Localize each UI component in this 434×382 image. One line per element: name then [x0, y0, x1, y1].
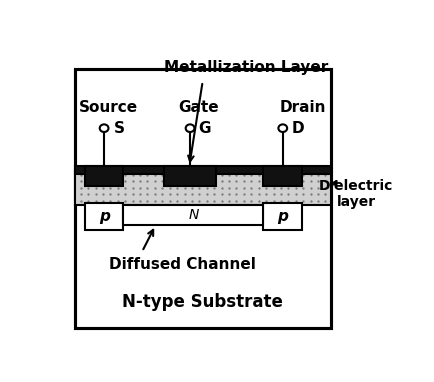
Text: G: G	[198, 121, 210, 136]
Bar	[164, 167, 216, 186]
Text: S: S	[114, 121, 125, 136]
Text: p: p	[277, 209, 288, 224]
Bar	[123, 205, 263, 225]
Text: Gate: Gate	[178, 100, 218, 115]
Bar	[263, 167, 302, 186]
Text: N: N	[188, 208, 198, 222]
Text: Source: Source	[79, 100, 138, 115]
Bar	[263, 203, 302, 230]
Text: D: D	[290, 121, 303, 136]
Text: Diffused Channel: Diffused Channel	[109, 257, 255, 272]
Bar	[75, 70, 330, 328]
Bar	[75, 167, 330, 174]
Bar	[85, 167, 123, 186]
Text: p: p	[99, 209, 109, 224]
Bar	[75, 171, 330, 205]
Text: Drain: Drain	[279, 100, 325, 115]
Text: Dielectric
layer: Dielectric layer	[318, 179, 392, 209]
Text: Metallization Layer: Metallization Layer	[164, 60, 328, 75]
Bar	[85, 203, 123, 230]
Text: N-type Substrate: N-type Substrate	[122, 293, 283, 311]
